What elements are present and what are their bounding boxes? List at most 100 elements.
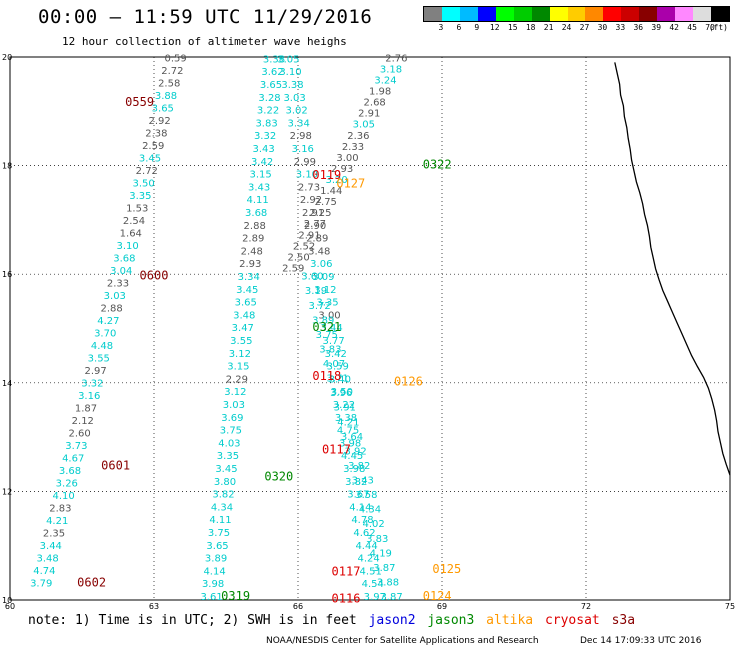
color-scale-label: 6 <box>456 23 462 32</box>
wave-height-value: 3.73 <box>65 441 87 452</box>
wave-height-value: 2.75 <box>315 197 337 208</box>
wave-height-value: 3.10 <box>279 67 301 78</box>
wave-height-value: 2.89 <box>306 234 328 245</box>
track-time-label: 0117 <box>322 442 351 456</box>
x-tick-label: 60 <box>5 602 15 611</box>
wave-height-value: 3.10 <box>116 241 138 252</box>
color-scale-label: 45 <box>687 23 697 32</box>
color-swatch <box>621 7 640 21</box>
track-time-label: 0116 <box>332 592 361 606</box>
color-swatch <box>441 7 460 21</box>
x-tick-label: 75 <box>725 602 735 611</box>
track-time-label: 0559 <box>125 95 154 109</box>
wave-height-value: 2.93 <box>331 164 353 175</box>
wave-height-value: 4.02 <box>362 519 384 530</box>
wave-height-value: 3.68 <box>113 253 135 264</box>
altimeter-tracks: 0.592.722.583.883.652.922.382.593.452.72… <box>30 53 407 603</box>
y-tick-label: 16 <box>2 270 12 279</box>
wave-height-value: 3.68 <box>59 466 81 477</box>
color-scale-unit: (ft) <box>708 23 728 32</box>
wave-height-value: 2.91 <box>302 208 324 219</box>
wave-height-value: 3.00 <box>336 153 358 164</box>
wave-height-value: 2.36 <box>347 131 369 142</box>
x-tick-label: 63 <box>149 602 159 611</box>
wave-height-value: 3.88 <box>377 577 399 588</box>
wave-height-value: 3.45 <box>139 153 161 164</box>
wave-height-value: 3.83 <box>366 534 388 545</box>
wave-height-value: 3.50 <box>132 178 154 189</box>
wave-height-value: 4.24 <box>357 554 379 565</box>
wave-height-value: 3.16 <box>78 391 100 402</box>
wave-height-value: 2.68 <box>364 98 386 109</box>
color-scale-label: 21 <box>543 23 554 32</box>
coastline <box>614 62 731 476</box>
wave-height-value: 3.22 <box>333 400 355 411</box>
wave-height-value: 3.69 <box>221 413 243 424</box>
wave-height-value: 3.91 <box>334 403 356 414</box>
wave-height-value: 2.50 <box>287 252 309 263</box>
wave-height-value: 3.87 <box>380 592 402 603</box>
page-title: 00:00 – 11:59 UTC 11/29/2016 <box>38 6 373 28</box>
wave-height-value: 3.44 <box>40 541 62 552</box>
wave-height-value: 2.88 <box>244 221 266 232</box>
wave-height-value: 1.87 <box>75 403 97 414</box>
wave-height-value: 2.12 <box>72 416 94 427</box>
wave-height-value: 2.89 <box>242 234 264 245</box>
wave-height-value: 3.02 <box>285 106 307 117</box>
track-time-label: 0127 <box>336 176 365 190</box>
wave-height-value: 2.25 <box>309 208 331 219</box>
wave-height-value: 2.77 <box>304 219 326 230</box>
track-labels: 0559 0600 0601 0602 0322 0321 0320 0319 0119 0118… <box>77 95 461 606</box>
wave-height-value: 2.72 <box>161 66 183 77</box>
wave-height-value: 3.15 <box>227 362 249 373</box>
legend-cryosat: cryosat <box>544 613 600 628</box>
wave-height-value: 2.33 <box>107 278 129 289</box>
color-scale-label: 15 <box>507 23 518 32</box>
wave-height-value: 2.91 <box>298 230 320 241</box>
wave-height-value: 3.71 <box>326 374 348 385</box>
legend-jason2: jason2 <box>368 613 416 628</box>
wave-height-value: 3.42 <box>325 349 347 360</box>
color-scale-label: 9 <box>474 23 480 32</box>
plot-frame <box>9 56 731 601</box>
wave-height-value: 3.55 <box>88 353 110 364</box>
color-swatch <box>513 7 532 21</box>
wave-height-value: 3.15 <box>249 170 271 181</box>
color-scale-bar <box>423 6 730 22</box>
wave-height-value: 4.21 <box>46 516 68 527</box>
wave-height-value: 3.70 <box>94 328 116 339</box>
wave-height-value: 3.12 <box>224 387 246 398</box>
wave-height-value: 2.54 <box>123 216 145 227</box>
wave-height-value: 1.98 <box>369 87 391 98</box>
wave-height-value: 2.88 <box>100 303 122 314</box>
wave-height-value: 3.72 <box>308 301 330 312</box>
wave-height-value: 3.38 <box>335 413 357 424</box>
wave-height-value: 3.40 <box>329 374 351 385</box>
y-tick-label: 14 <box>2 379 12 388</box>
wave-height-value: 3.82 <box>212 490 234 501</box>
wave-height-value: 3.38 <box>263 54 285 65</box>
wave-height-value: 3.77 <box>323 336 345 347</box>
wave-height-value: 4.27 <box>97 316 119 327</box>
wave-height-value: 4.11 <box>247 195 269 206</box>
wave-height-value: 3.75 <box>208 528 230 539</box>
wave-height-value: 3.18 <box>380 64 402 75</box>
wave-height-value: 2.83 <box>49 503 71 514</box>
color-swatch <box>675 7 694 21</box>
wave-height-value: 2.92 <box>148 116 170 127</box>
wave-height-value: 3.03 <box>104 291 126 302</box>
wave-height-value: 3.35 <box>129 191 151 202</box>
wave-height-value: 3.82 <box>345 477 367 488</box>
wave-height-value: 3.68 <box>245 208 267 219</box>
wave-height-value: 3.43 <box>248 182 270 193</box>
track-time-label: 0602 <box>77 575 106 589</box>
wave-height-value: 3.35 <box>316 298 338 309</box>
wave-height-value: 3.65 <box>206 541 228 552</box>
track-time-label: 0601 <box>101 459 130 473</box>
wave-height-value: 4.62 <box>353 528 375 539</box>
wave-height-value: 3.24 <box>374 75 396 86</box>
wave-height-value: 3.75 <box>316 330 338 341</box>
wave-height-value: 3.75 <box>220 426 242 437</box>
color-scale-labels: 3 6 9 12 15 18 21 24 27 30 33 36 39 42 45 70 (ft) <box>423 23 728 33</box>
color-scale-label: 12 <box>489 23 500 32</box>
